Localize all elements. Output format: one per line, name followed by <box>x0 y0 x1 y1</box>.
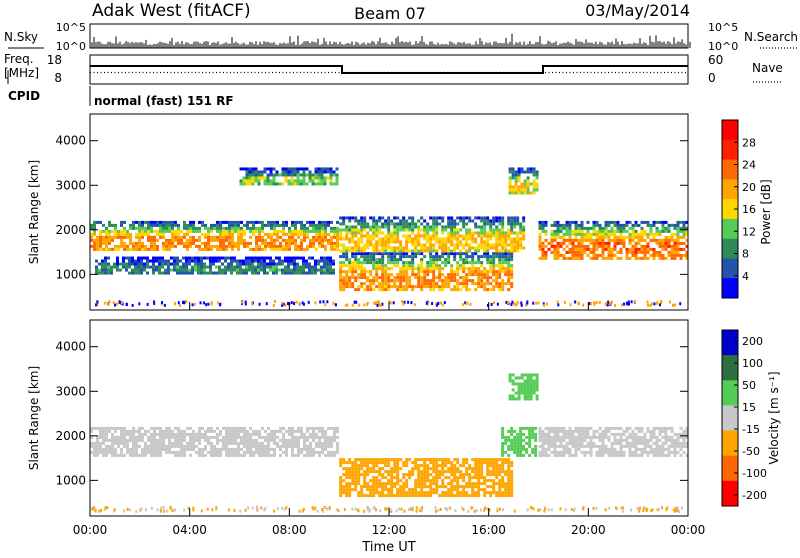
y-tick-label: 1000 <box>55 473 86 487</box>
velocity-colorbar-swatch <box>722 481 738 507</box>
power-ylabel: Slant Range [km] <box>27 160 41 264</box>
echo-band-late_echo <box>539 221 689 260</box>
y-tick-label: 3000 <box>55 178 86 192</box>
velocity-colorbar: 200 100 50 15 -15 -50 -100 -200 <box>722 330 767 507</box>
power-colorbar-swatch <box>722 160 738 180</box>
velocity-panel-frame <box>90 320 688 516</box>
velocity-ylabel: Slant Range [km] <box>27 366 41 470</box>
x-tick-label: 00:00 <box>73 523 108 537</box>
echo-band-near_echo <box>95 257 335 275</box>
nsky-tick-bottom-right: 10^0 <box>708 40 738 53</box>
velocity-colorbar-swatch <box>722 456 738 482</box>
power-colorbar-swatch <box>722 219 738 239</box>
power-colorbar-tick: 12 <box>742 225 756 238</box>
power-colorbar-tick: 28 <box>742 136 756 149</box>
velocity-colorbar-tick: 200 <box>742 335 763 348</box>
power-colorbar-swatch <box>722 239 738 259</box>
velocity-colorbar-swatch <box>722 431 738 457</box>
station-title: Adak West (fitACF) <box>92 1 251 21</box>
freq-label-1: Freq. <box>4 52 34 66</box>
x-tick-label: 04:00 <box>172 523 207 537</box>
velocity-colorbar-tick: -100 <box>742 467 767 480</box>
nave-label: Nave <box>752 61 783 75</box>
echo-band-late_band <box>501 427 537 457</box>
power-heatmap <box>90 167 689 307</box>
power-colorbar-label: Power [dB] <box>759 179 773 244</box>
echo-band-day_upper <box>339 216 525 252</box>
cpid-text: normal (fast) 151 RF <box>94 94 234 108</box>
nsearch-label: N.Search <box>744 30 798 44</box>
nsky-tick-top-right: 10^5 <box>708 21 738 34</box>
power-colorbar-tick: 8 <box>742 248 749 261</box>
velocity-colorbar-tick: -50 <box>742 445 760 458</box>
nsky-tick-bottom-left: 10^0 <box>56 40 86 53</box>
y-tick-label: 4000 <box>55 340 86 354</box>
x-tick-label: 16:00 <box>471 523 506 537</box>
y-tick-label: 2000 <box>55 223 86 237</box>
freq-label-2: [MHz] <box>4 66 39 80</box>
power-colorbar-swatch <box>722 179 738 199</box>
velocity-heatmap <box>90 373 689 513</box>
nave-tick-bottom: 0 <box>708 71 716 85</box>
velocity-colorbar-tick: 100 <box>742 357 763 370</box>
power-colorbar-tick: 20 <box>742 181 756 194</box>
x-tick-label: 00:00 <box>671 523 706 537</box>
freq-tick-top: 18 <box>47 53 62 67</box>
power-colorbar-swatch <box>722 278 738 298</box>
echo-band-patch_17 <box>509 373 539 400</box>
power-colorbar-swatch <box>722 140 738 160</box>
x-axis-label: Time UT <box>361 540 415 554</box>
freq-tick-bottom: 8 <box>54 71 62 85</box>
velocity-colorbar-swatch <box>722 380 738 406</box>
velocity-colorbar-tick: 15 <box>742 401 756 414</box>
power-colorbar-swatch <box>722 120 738 140</box>
velocity-colorbar-label: Velocity [m s⁻¹] <box>767 371 781 464</box>
echo-band-ground_scatter_main <box>90 427 339 457</box>
nsky-label: N.Sky <box>4 30 38 44</box>
power-colorbar-tick: 24 <box>742 159 756 172</box>
velocity-colorbar-swatch <box>722 330 738 356</box>
power-colorbar-tick: 16 <box>742 203 756 216</box>
velocity-colorbar-tick: -15 <box>742 423 760 436</box>
nave-tick-top: 60 <box>708 53 723 67</box>
velocity-colorbar-tick: -200 <box>742 489 767 502</box>
velocity-colorbar-swatch <box>722 355 738 381</box>
y-tick-label: 4000 <box>55 134 86 148</box>
date-title: 03/May/2014 <box>585 1 690 20</box>
x-tick-label: 08:00 <box>272 523 307 537</box>
beam-title: Beam 07 <box>354 4 426 23</box>
freq-panel-frame <box>90 55 688 84</box>
echo-band-day_lower <box>339 252 513 291</box>
nsky-bars <box>92 34 690 48</box>
power-colorbar-tick: 4 <box>742 270 749 283</box>
power-colorbar: 4 8 12 16 20 24 28 <box>722 120 756 299</box>
y-tick-label: 2000 <box>55 429 86 443</box>
echo-band-patch_17 <box>509 167 539 194</box>
y-tick-label: 1000 <box>55 267 86 281</box>
echo-band-late_echo <box>539 427 689 457</box>
echo-band-main_echo <box>90 221 339 251</box>
cpid-label: CPID <box>8 89 40 103</box>
velocity-colorbar-swatch <box>722 405 738 431</box>
x-tick-label: 20:00 <box>571 523 606 537</box>
echo-band-upper_echo <box>240 167 339 185</box>
velocity-colorbar-tick: 50 <box>742 379 756 392</box>
nsky-tick-top-left: 10^5 <box>56 21 86 34</box>
y-tick-label: 3000 <box>55 384 86 398</box>
x-tick-label: 12:00 <box>372 523 407 537</box>
echo-band-day_lower <box>339 458 513 497</box>
